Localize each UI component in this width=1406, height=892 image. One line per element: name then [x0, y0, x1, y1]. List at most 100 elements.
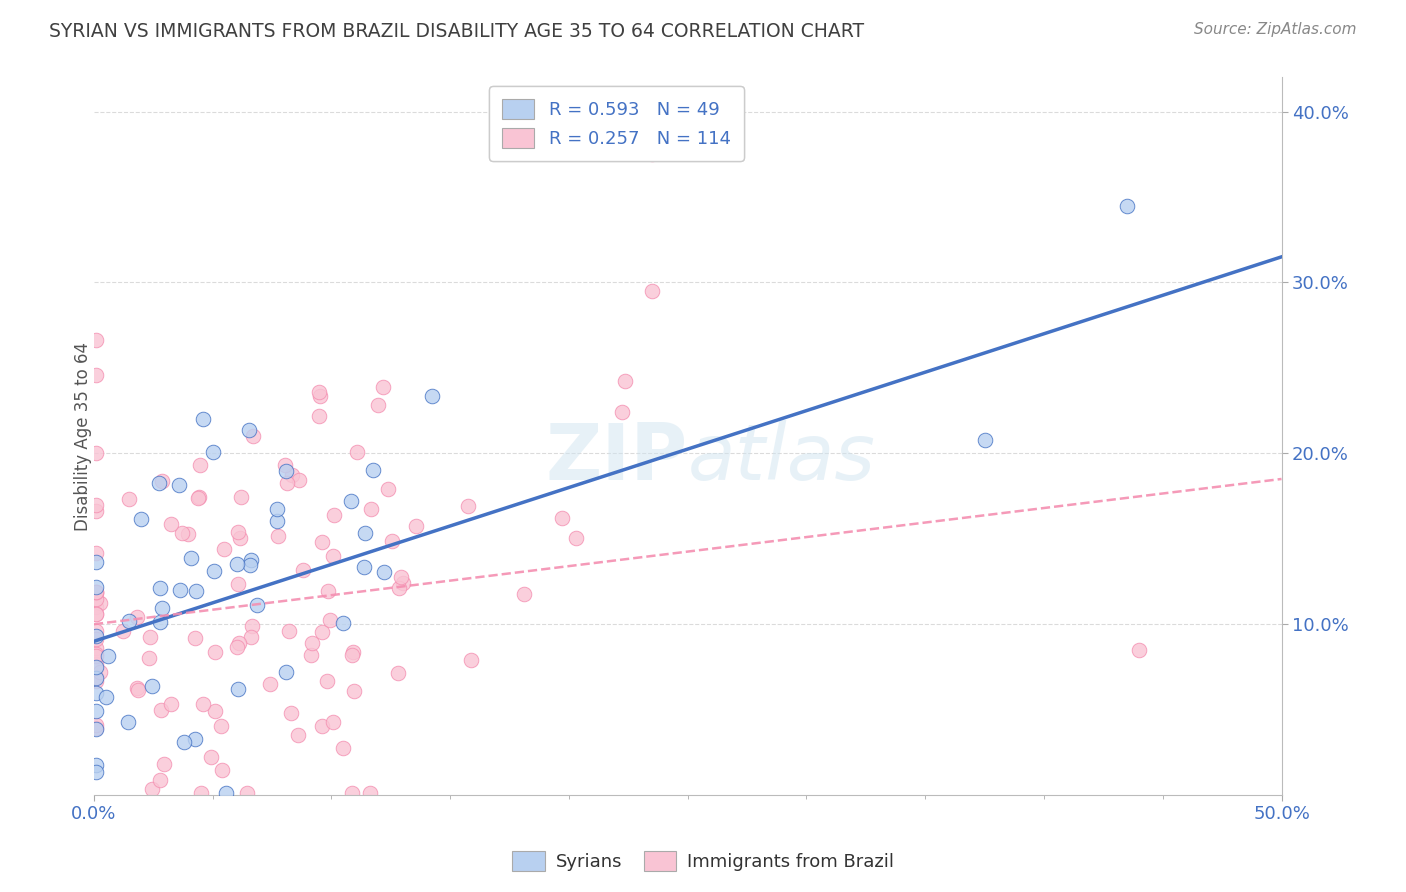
Point [84, 546, 107, 560]
Point [267, 529, 290, 543]
Point [84, 722, 107, 736]
Point [1128, 643, 1150, 657]
Point [457, 499, 479, 513]
Point [274, 464, 297, 478]
Point [84, 648, 107, 663]
Point [84, 446, 107, 460]
Point [84, 657, 107, 671]
Point [84, 504, 107, 518]
Point [343, 683, 366, 698]
Point [214, 541, 236, 556]
Point [84, 673, 107, 688]
Point [322, 715, 344, 730]
Point [346, 445, 368, 459]
Point [84, 629, 107, 643]
Point [89, 665, 111, 680]
Point [240, 630, 263, 644]
Text: atlas: atlas [688, 420, 876, 496]
Point [184, 731, 207, 746]
Point [84, 717, 107, 731]
Point [188, 490, 211, 504]
Point [193, 411, 215, 425]
Point [238, 423, 260, 437]
Point [612, 405, 634, 419]
Point [280, 706, 302, 720]
Point [354, 526, 377, 541]
Point [389, 569, 412, 583]
Point [84, 585, 107, 599]
Point [308, 409, 330, 423]
Point [184, 583, 207, 598]
Point [259, 677, 281, 691]
Point [512, 586, 534, 600]
Point [204, 645, 226, 659]
Point [153, 756, 176, 771]
Point [112, 624, 135, 638]
Point [177, 527, 200, 541]
Point [89, 596, 111, 610]
Point [641, 284, 664, 298]
Point [150, 474, 173, 488]
Legend: Syrians, Immigrants from Brazil: Syrians, Immigrants from Brazil [505, 844, 901, 879]
Legend: R = 0.593   N = 49, R = 0.257   N = 114: R = 0.593 N = 49, R = 0.257 N = 114 [489, 87, 744, 161]
Point [117, 715, 139, 730]
Point [245, 598, 267, 612]
Point [239, 553, 262, 567]
Point [309, 389, 332, 403]
Point [204, 704, 226, 718]
Point [84, 586, 107, 600]
Point [229, 531, 252, 545]
Point [84, 624, 107, 638]
Point [973, 433, 995, 447]
Point [1116, 198, 1139, 212]
Point [228, 525, 250, 540]
Point [322, 549, 344, 564]
Point [387, 665, 409, 680]
Point [84, 333, 107, 347]
Point [301, 635, 323, 649]
Point [201, 445, 224, 459]
Point [84, 580, 107, 594]
Point [84, 498, 107, 512]
Point [97, 649, 120, 664]
Point [288, 473, 311, 487]
Point [228, 635, 250, 649]
Point [316, 673, 339, 688]
Point [118, 614, 141, 628]
Point [311, 534, 333, 549]
Point [316, 584, 339, 599]
Point [84, 670, 107, 684]
Point [173, 735, 195, 749]
Point [276, 475, 298, 490]
Point [240, 619, 263, 633]
Point [180, 551, 202, 566]
Point [641, 147, 664, 161]
Y-axis label: Disability Age 35 to 64: Disability Age 35 to 64 [75, 342, 91, 531]
Point [84, 599, 107, 614]
Point [84, 584, 107, 599]
Point [319, 613, 342, 627]
Point [353, 560, 375, 574]
Point [209, 719, 232, 733]
Point [84, 721, 107, 735]
Point [139, 630, 162, 644]
Point [118, 491, 141, 506]
Point [84, 632, 107, 647]
Point [148, 476, 170, 491]
Point [388, 581, 411, 595]
Point [141, 782, 163, 797]
Point [127, 683, 149, 698]
Point [149, 773, 172, 788]
Point [138, 651, 160, 665]
Point [84, 686, 107, 700]
Point [84, 647, 107, 661]
Point [84, 640, 107, 655]
Point [200, 750, 222, 764]
Point [361, 463, 384, 477]
Point [202, 564, 225, 578]
Point [229, 490, 252, 504]
Point [84, 555, 107, 569]
Point [339, 494, 361, 508]
Point [86, 671, 108, 685]
Point [169, 582, 191, 597]
